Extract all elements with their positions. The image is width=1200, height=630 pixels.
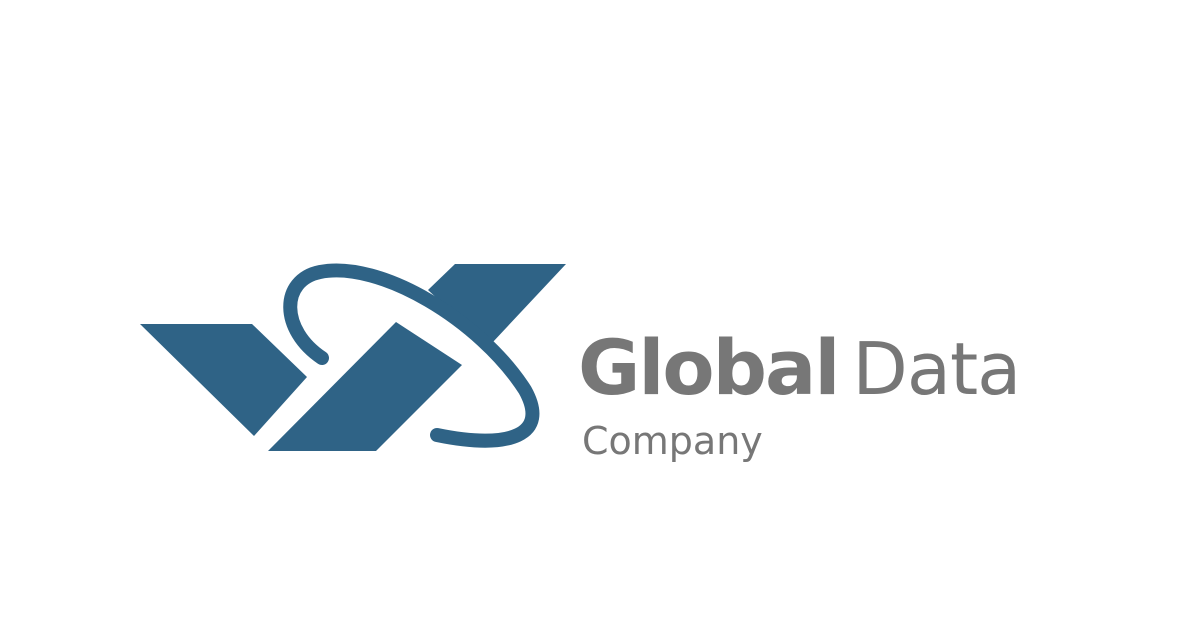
brand-name: Global Data	[578, 330, 1021, 406]
brand-secondary-text: Data	[852, 327, 1021, 411]
tagline-text: Company	[582, 419, 763, 463]
logo-orbit-ring	[283, 263, 540, 448]
wordmark: Global Data Company	[578, 330, 1058, 470]
logo-top-arm	[428, 264, 566, 343]
logo-right-blade	[268, 322, 462, 451]
company-logo-icon	[140, 263, 566, 451]
brand-primary-text: Global	[578, 323, 840, 412]
logo-left-blade	[140, 324, 307, 436]
